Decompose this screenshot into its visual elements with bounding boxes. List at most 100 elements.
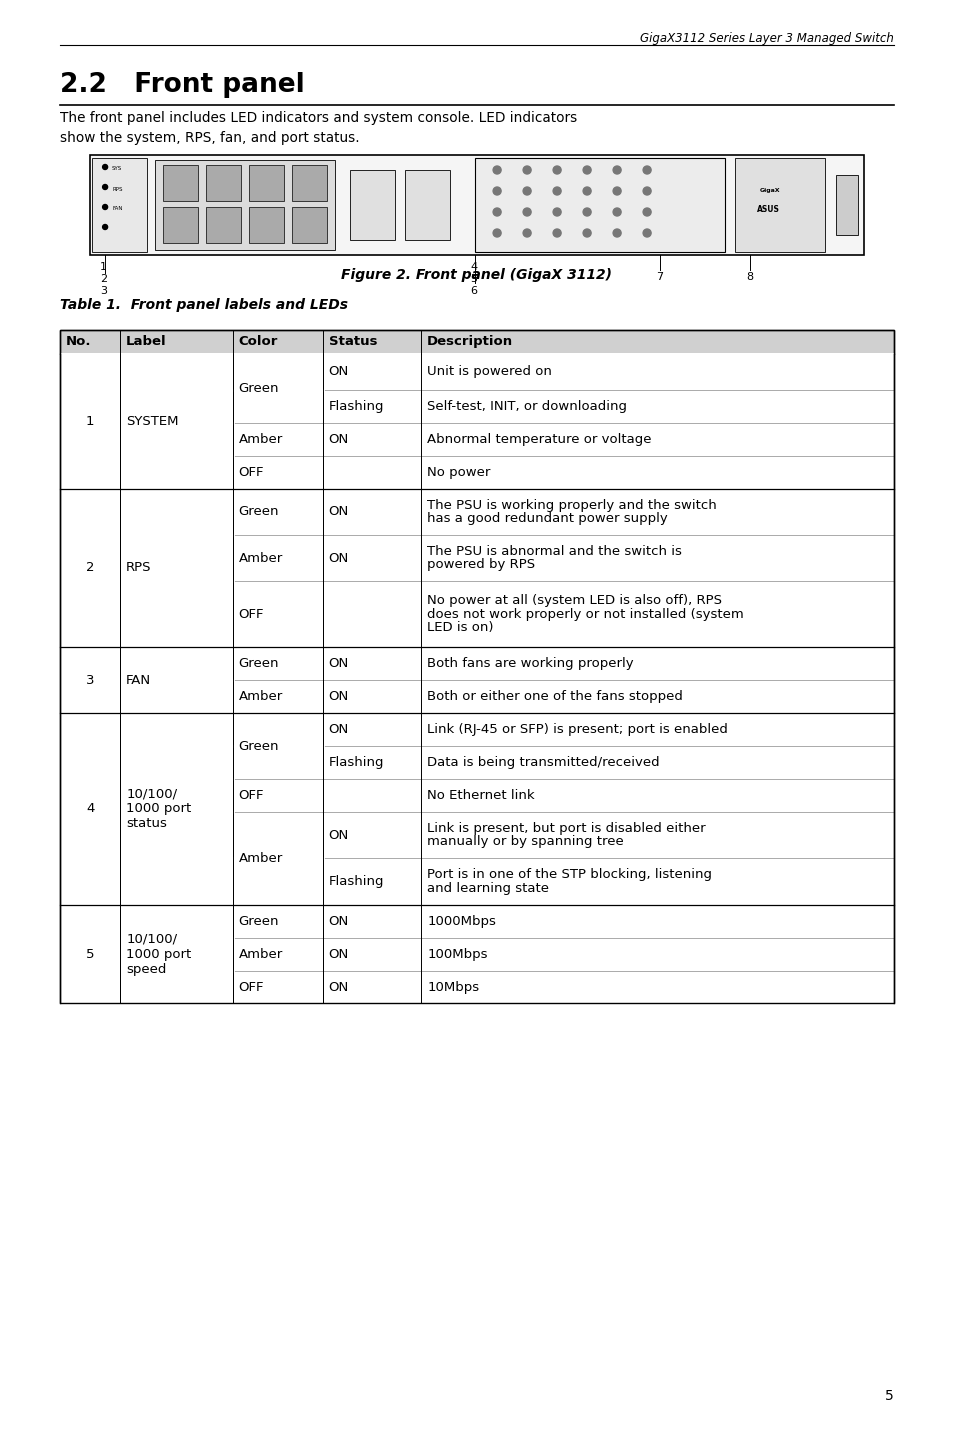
- Text: OFF: OFF: [238, 465, 264, 479]
- Text: Link is present, but port is disabled either: Link is present, but port is disabled ei…: [427, 821, 705, 834]
- Text: 6: 6: [470, 286, 476, 296]
- Circle shape: [522, 229, 531, 238]
- Bar: [60, 859, 893, 904]
- Text: 1: 1: [100, 262, 107, 272]
- Text: GigaX3112 Series Layer 3 Managed Switch: GigaX3112 Series Layer 3 Managed Switch: [639, 31, 893, 44]
- Bar: [90, 155, 863, 255]
- Circle shape: [493, 229, 500, 238]
- Text: 8: 8: [745, 272, 753, 282]
- Bar: [60, 937, 893, 970]
- Text: 10/100/
1000 port
status: 10/100/ 1000 port status: [126, 787, 192, 830]
- Circle shape: [553, 229, 560, 238]
- Text: and learning state: and learning state: [427, 881, 549, 894]
- Text: OFF: OFF: [238, 980, 264, 993]
- Circle shape: [103, 205, 108, 209]
- Text: has a good redundant power supply: has a good redundant power supply: [427, 512, 667, 525]
- Text: 10Mbps: 10Mbps: [427, 980, 478, 993]
- Circle shape: [493, 166, 500, 175]
- Text: Table 1.  Front panel labels and LEDs: Table 1. Front panel labels and LEDs: [60, 298, 348, 312]
- Text: ON: ON: [329, 980, 349, 993]
- Text: OFF: OFF: [238, 788, 264, 803]
- Text: 2: 2: [86, 561, 94, 574]
- Text: Unit is powered on: Unit is powered on: [427, 365, 552, 378]
- Circle shape: [613, 207, 620, 216]
- Text: Link (RJ-45 or SFP) is present; port is enabled: Link (RJ-45 or SFP) is present; port is …: [427, 723, 727, 736]
- Circle shape: [493, 207, 500, 216]
- Text: No.: No.: [66, 335, 91, 348]
- Circle shape: [553, 207, 560, 216]
- Text: Green: Green: [238, 740, 279, 753]
- Text: No power at all (system LED is also off), RPS: No power at all (system LED is also off)…: [427, 594, 721, 607]
- Circle shape: [642, 166, 650, 175]
- Bar: [60, 456, 893, 489]
- Text: Green: Green: [238, 382, 279, 395]
- Bar: [60, 778, 893, 813]
- Circle shape: [613, 187, 620, 195]
- Text: Data is being transmitted/received: Data is being transmitted/received: [427, 756, 659, 768]
- Bar: [835, 175, 857, 235]
- Bar: [60, 746, 893, 778]
- Text: 3: 3: [86, 674, 94, 687]
- Bar: [60, 647, 893, 680]
- Bar: [60, 489, 893, 535]
- Text: No Ethernet link: No Ethernet link: [427, 788, 535, 803]
- Text: ON: ON: [329, 723, 349, 736]
- Circle shape: [642, 229, 650, 238]
- Text: The PSU is abnormal and the switch is: The PSU is abnormal and the switch is: [427, 545, 681, 558]
- Bar: [92, 157, 147, 252]
- Text: OFF: OFF: [238, 608, 264, 621]
- Text: ASUS: ASUS: [757, 206, 780, 215]
- Text: FAN: FAN: [112, 206, 123, 212]
- Text: The PSU is working properly and the switch: The PSU is working properly and the swit…: [427, 498, 716, 512]
- Text: 4: 4: [86, 803, 94, 816]
- Bar: [206, 165, 241, 200]
- Circle shape: [582, 166, 591, 175]
- Bar: [60, 331, 893, 353]
- Circle shape: [553, 187, 560, 195]
- Bar: [60, 813, 893, 859]
- Text: 2.2   Front panel: 2.2 Front panel: [60, 72, 305, 97]
- Text: 2: 2: [100, 273, 107, 283]
- Bar: [475, 157, 724, 252]
- Text: manually or by spanning tree: manually or by spanning tree: [427, 836, 623, 849]
- Text: RPS: RPS: [112, 186, 123, 192]
- Text: ON: ON: [329, 829, 349, 841]
- Text: ON: ON: [329, 690, 349, 703]
- Text: SYSTEM: SYSTEM: [126, 415, 178, 428]
- Text: Amber: Amber: [238, 947, 283, 960]
- Text: 1: 1: [86, 415, 94, 428]
- Text: No power: No power: [427, 465, 490, 479]
- Text: Amber: Amber: [238, 432, 283, 446]
- Circle shape: [522, 207, 531, 216]
- Circle shape: [582, 229, 591, 238]
- Bar: [60, 680, 893, 713]
- Text: SYS: SYS: [112, 166, 122, 172]
- Circle shape: [613, 166, 620, 175]
- Text: Amber: Amber: [238, 851, 283, 864]
- Text: ON: ON: [329, 914, 349, 927]
- Text: ON: ON: [329, 432, 349, 446]
- Text: Both fans are working properly: Both fans are working properly: [427, 657, 633, 670]
- Text: GigaX: GigaX: [760, 187, 780, 193]
- Bar: [60, 970, 893, 1003]
- Bar: [405, 170, 450, 240]
- Text: Amber: Amber: [238, 690, 283, 703]
- Circle shape: [103, 225, 108, 229]
- Circle shape: [582, 207, 591, 216]
- Text: 1000Mbps: 1000Mbps: [427, 914, 496, 927]
- Text: Flashing: Flashing: [329, 756, 384, 768]
- Bar: [292, 207, 327, 243]
- Bar: [60, 353, 893, 389]
- Text: 3: 3: [100, 286, 107, 296]
- Text: Port is in one of the STP blocking, listening: Port is in one of the STP blocking, list…: [427, 869, 711, 881]
- Text: FAN: FAN: [126, 674, 152, 687]
- Bar: [60, 331, 893, 1003]
- Text: Flashing: Flashing: [329, 399, 384, 412]
- Text: 7: 7: [656, 272, 662, 282]
- Text: Description: Description: [427, 335, 513, 348]
- Text: 5: 5: [86, 947, 94, 960]
- Text: Flashing: Flashing: [329, 874, 384, 887]
- Text: ON: ON: [329, 657, 349, 670]
- Text: Figure 2. Front panel (GigaX 3112): Figure 2. Front panel (GigaX 3112): [341, 268, 612, 282]
- Circle shape: [522, 166, 531, 175]
